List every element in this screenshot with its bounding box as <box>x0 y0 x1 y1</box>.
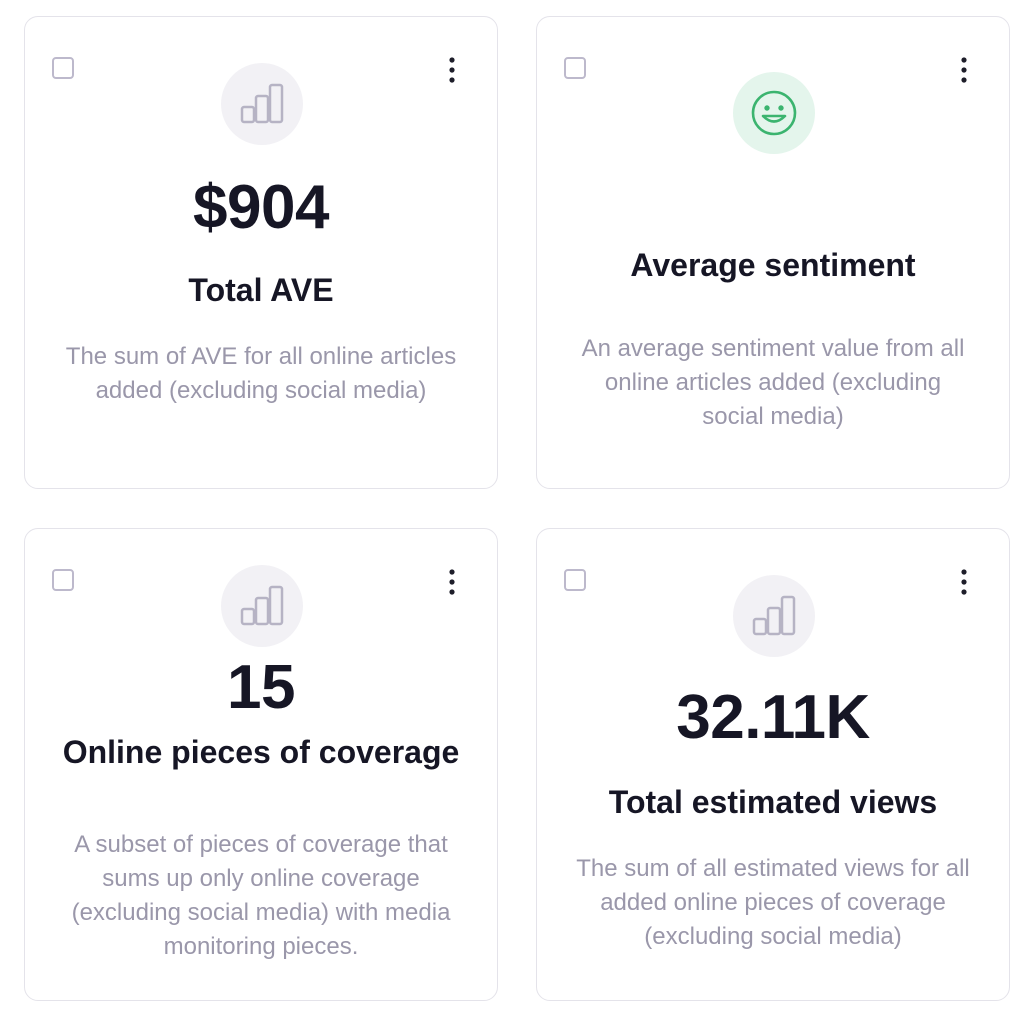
select-checkbox[interactable] <box>564 57 586 79</box>
select-checkbox[interactable] <box>564 569 586 591</box>
metric-card-total-estimated-views: 32.11K Total estimated views The sum of … <box>536 528 1010 1001</box>
metric-card-online-coverage: 15 Online pieces of coverage A subset of… <box>24 528 498 1001</box>
metric-value: $904 <box>193 173 329 242</box>
metric-description: A subset of pieces of coverage that sums… <box>71 831 451 960</box>
select-checkbox[interactable] <box>52 57 74 79</box>
kebab-menu-icon <box>449 569 455 595</box>
metric-icon-badge <box>221 565 303 647</box>
metric-description: The sum of all estimated views for all a… <box>576 855 970 950</box>
metric-title: Total estimated views <box>608 784 938 820</box>
more-options-button[interactable] <box>949 565 979 599</box>
metric-icon-badge <box>221 63 303 145</box>
more-options-button[interactable] <box>437 565 467 599</box>
kebab-menu-icon <box>449 57 455 83</box>
more-options-button[interactable] <box>437 53 467 87</box>
smiley-icon <box>751 90 797 136</box>
metric-title: Average sentiment <box>630 247 916 283</box>
metric-icon-badge <box>733 575 815 657</box>
bar-chart-icon <box>240 585 284 626</box>
bar-chart-icon <box>240 83 284 124</box>
kebab-menu-icon <box>961 569 967 595</box>
metric-value: 32.11K <box>676 683 870 752</box>
metric-icon-badge <box>733 72 815 154</box>
select-checkbox[interactable] <box>52 569 74 591</box>
metric-value: 15 <box>227 653 295 722</box>
metric-title: Online pieces of coverage <box>62 734 460 770</box>
metric-description: An average sentiment value from all onli… <box>581 335 965 430</box>
metric-description: The sum of AVE for all online articles a… <box>65 343 457 404</box>
kebab-menu-icon <box>961 57 967 83</box>
bar-chart-icon <box>752 595 796 636</box>
metric-card-total-ave: $904 Total AVE The sum of AVE for all on… <box>24 16 498 489</box>
more-options-button[interactable] <box>949 53 979 87</box>
metric-title: Total AVE <box>188 272 334 308</box>
metric-card-average-sentiment: Average sentiment An average sentiment v… <box>536 16 1010 489</box>
